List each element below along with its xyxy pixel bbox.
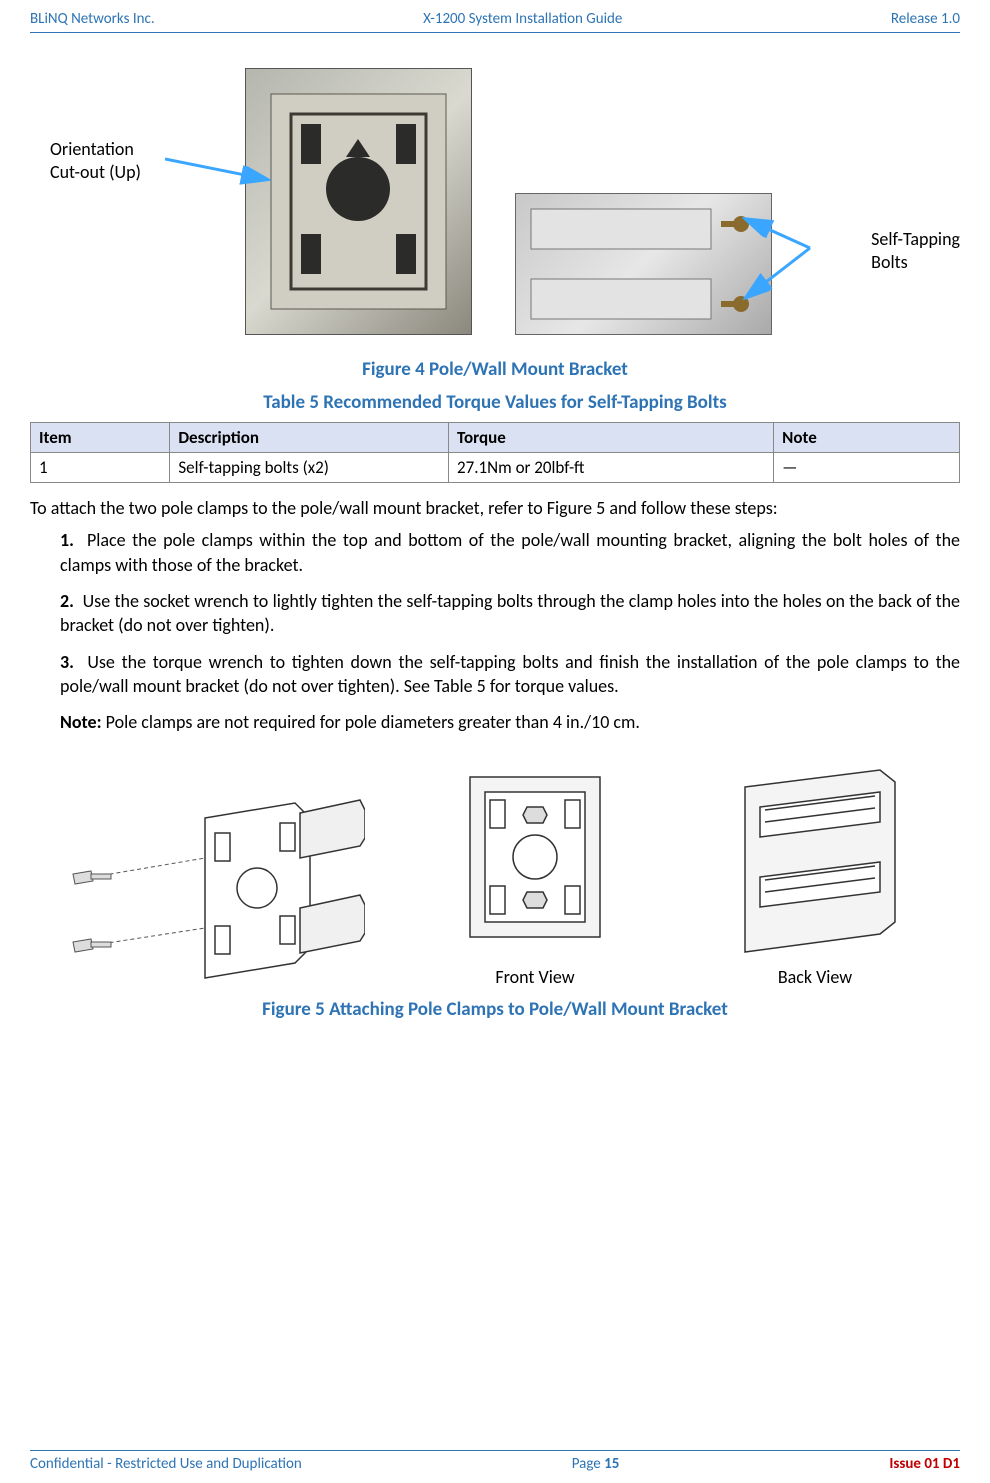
list-item: 3. Use the torque wrench to tighten down…: [60, 650, 960, 735]
list-item: 2. Use the socket wrench to lightly tigh…: [60, 589, 960, 638]
table-header-cell: Note: [774, 423, 960, 453]
torque-table: Item Description Torque Note 1 Self-tapp…: [30, 422, 960, 483]
figure5-caption: Figure 5 Attaching Pole Clamps to Pole/W…: [30, 998, 960, 1021]
callout-bolts: Self-Tapping Bolts: [871, 228, 960, 273]
table-cell: 27.1Nm or 20lbf-ft: [449, 453, 774, 483]
callout-orientation-line2: Cut-out (Up): [50, 161, 141, 183]
step-text: Use the socket wrench to lightly tighten…: [60, 590, 960, 636]
arrow-left-icon: [165, 153, 275, 193]
footer-page: Page 15: [572, 1455, 620, 1473]
table-cell: —: [774, 453, 960, 483]
header-release: Release 1.0: [891, 10, 960, 28]
page-header: BLiNQ Networks Inc. X-1200 System Instal…: [30, 10, 960, 33]
callout-bolts-line2: Bolts: [871, 251, 907, 273]
diagram-back: [705, 752, 925, 962]
note-text: Pole clamps are not required for pole di…: [102, 711, 640, 733]
footer-page-number: 15: [604, 1455, 619, 1473]
header-company: BLiNQ Networks Inc.: [30, 10, 155, 28]
list-item: 1. Place the pole clamps within the top …: [60, 528, 960, 577]
table-cell: Self-tapping bolts (x2): [170, 453, 449, 483]
footer-issue: Issue 01 D1: [889, 1455, 960, 1473]
note-label: Note:: [60, 711, 102, 733]
diagram-row: Front View Ba: [30, 752, 960, 988]
footer-page-prefix: Page: [572, 1455, 604, 1473]
bolts-photo: [515, 193, 772, 335]
table-row: 1 Self-tapping bolts (x2) 27.1Nm or 20lb…: [31, 453, 960, 483]
step-list: 1. Place the pole clamps within the top …: [30, 528, 960, 734]
step-text: Use the torque wrench to tighten down th…: [60, 651, 960, 697]
photo-row: Orientation Cut-out (Up): [30, 68, 960, 348]
table-cell: 1: [31, 453, 170, 483]
table-header-cell: Description: [170, 423, 449, 453]
diagram-front: [435, 752, 635, 962]
bracket-photo: [245, 68, 472, 335]
intro-text: To attach the two pole clamps to the pol…: [30, 497, 960, 520]
back-view-label: Back View: [705, 966, 925, 988]
callout-bolts-line1: Self-Tapping: [871, 228, 960, 250]
figure4-caption: Figure 4 Pole/Wall Mount Bracket: [30, 358, 960, 381]
diagram-front-wrapper: Front View: [435, 752, 635, 988]
page-footer: Confidential - Restricted Use and Duplic…: [30, 1450, 960, 1473]
diagram-back-wrapper: Back View: [705, 752, 925, 988]
table-header-cell: Torque: [449, 423, 774, 453]
front-view-label: Front View: [435, 966, 635, 988]
footer-confidential: Confidential - Restricted Use and Duplic…: [30, 1455, 302, 1473]
callout-orientation: Orientation Cut-out (Up): [50, 138, 141, 183]
table5-caption: Table 5 Recommended Torque Values for Se…: [30, 391, 960, 414]
header-title: X-1200 System Installation Guide: [423, 10, 622, 28]
diagram-exploded: [65, 778, 365, 988]
arrow-right-icon: [740, 208, 820, 303]
step-text: Place the pole clamps within the top and…: [60, 529, 960, 575]
table-header-cell: Item: [31, 423, 170, 453]
callout-orientation-line1: Orientation: [50, 138, 134, 160]
